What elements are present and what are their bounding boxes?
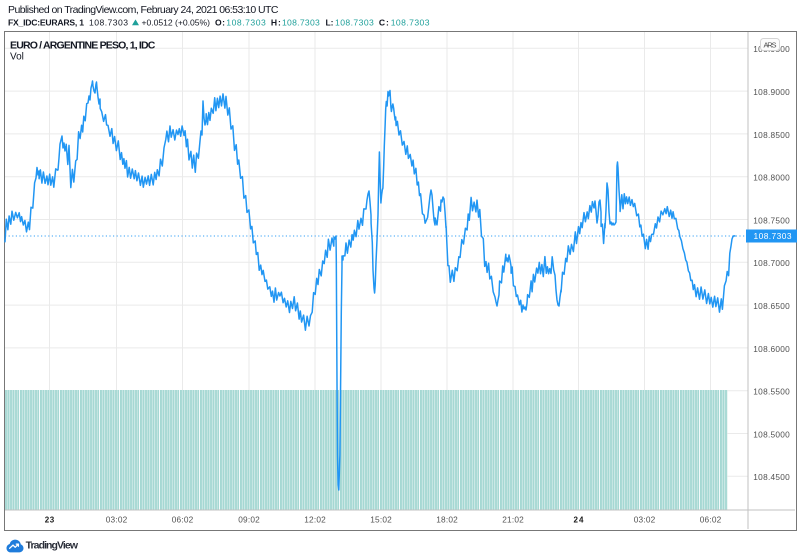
svg-text:03:02: 03:02: [106, 515, 128, 525]
svg-text:12:02: 12:02: [304, 515, 326, 525]
svg-text:24: 24: [574, 516, 585, 525]
svg-text:C:: C:: [379, 18, 389, 28]
svg-text:03:02: 03:02: [634, 515, 656, 525]
svg-text:108.7303: 108.7303: [226, 18, 266, 28]
svg-text:21:02: 21:02: [502, 515, 524, 525]
svg-text:FX_IDC:EURARS, 1: FX_IDC:EURARS, 1: [8, 18, 84, 28]
svg-text:L:: L:: [326, 18, 334, 28]
svg-text:108.7303: 108.7303: [335, 18, 374, 28]
svg-text:EURO / ARGENTINE PESO, 1, IDC: EURO / ARGENTINE PESO, 1, IDC: [10, 40, 156, 52]
svg-text:108.5000: 108.5000: [753, 429, 790, 439]
svg-text:06:02: 06:02: [172, 515, 194, 525]
svg-text:ARS: ARS: [764, 40, 777, 49]
svg-text:09:02: 09:02: [238, 515, 260, 525]
svg-text:108.4500: 108.4500: [753, 472, 790, 482]
svg-text:06:02: 06:02: [700, 515, 722, 525]
svg-text:108.7303: 108.7303: [391, 18, 430, 28]
svg-text:Published on TradingView.com,: Published on TradingView.com, February 2…: [8, 4, 279, 16]
svg-text:15:02: 15:02: [370, 515, 392, 525]
svg-text:108.8000: 108.8000: [753, 173, 790, 183]
svg-text:108.7303: 108.7303: [89, 18, 128, 28]
svg-text:TradingView: TradingView: [26, 540, 79, 552]
svg-text:Vol: Vol: [10, 51, 24, 62]
svg-text:108.6500: 108.6500: [753, 301, 790, 311]
svg-text:108.7500: 108.7500: [753, 215, 790, 225]
svg-text:108.6000: 108.6000: [753, 344, 790, 354]
svg-text:O:: O:: [215, 18, 225, 28]
svg-text:23: 23: [45, 516, 55, 525]
svg-text:108.8500: 108.8500: [753, 130, 790, 140]
svg-text:18:02: 18:02: [436, 515, 458, 525]
svg-text:H:: H:: [271, 18, 281, 28]
svg-text:108.9000: 108.9000: [753, 87, 790, 97]
svg-text:108.5500: 108.5500: [753, 387, 790, 397]
svg-text:108.7303: 108.7303: [282, 18, 320, 28]
svg-text:108.7000: 108.7000: [753, 258, 790, 268]
svg-text:108.7303: 108.7303: [754, 231, 792, 241]
svg-text:+0.0512 (+0.05%): +0.0512 (+0.05%): [142, 18, 211, 28]
